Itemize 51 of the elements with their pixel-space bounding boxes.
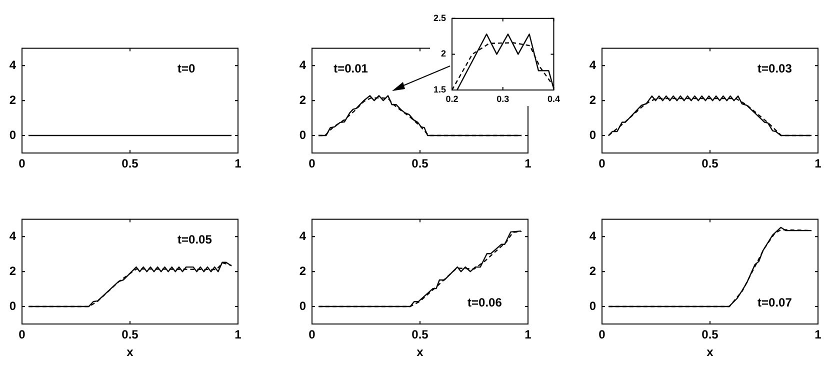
x-axis-title: x	[706, 345, 714, 360]
x-tick-label: 0	[598, 328, 606, 342]
x-tick-label: 1	[234, 156, 242, 171]
x-tick-label: 0.5	[702, 156, 719, 171]
y-tick-label: 1.5	[433, 84, 446, 94]
y-tick-label: 4	[589, 228, 596, 243]
y-tick-label: 0	[9, 298, 16, 313]
y-tick-label: 2	[9, 92, 16, 107]
annotation: t=0.05	[178, 232, 212, 246]
x-axis-title: x	[126, 345, 134, 360]
annotation: t=0	[178, 61, 196, 76]
annotation: t=0.06	[468, 295, 502, 310]
x-tick-label: 0	[308, 156, 316, 171]
x-tick-label: 0.5	[122, 328, 139, 342]
y-tick-label: 2	[299, 264, 306, 278]
x-tick-label: 0.3	[496, 94, 510, 104]
x-tick-label: 0.5	[122, 156, 139, 171]
y-tick-label: 2	[589, 264, 596, 278]
x-tick-label: 1	[524, 156, 532, 171]
x-tick-label: 0	[18, 156, 26, 171]
y-tick-label: 0	[299, 128, 306, 142]
x-tick-label: 1	[814, 328, 822, 342]
x-tick-label: 0.5	[412, 328, 429, 342]
y-tick-label: 2	[440, 48, 446, 59]
y-tick-label: 4	[299, 228, 306, 243]
annotation: t=0.07	[758, 295, 792, 310]
x-tick-label: 1	[814, 156, 822, 171]
x-tick-label: 0	[18, 328, 26, 342]
x-tick-label: 0.2	[446, 94, 458, 104]
y-tick-label: 4	[589, 58, 596, 72]
y-tick-label: 4	[299, 58, 306, 72]
y-tick-label: 0	[9, 128, 16, 142]
y-tick-label: 0	[589, 128, 596, 142]
x-tick-label: 0.5	[412, 156, 429, 171]
x-tick-label: 1	[234, 328, 242, 342]
y-tick-label: 4	[9, 228, 16, 243]
annotation: t=0.01	[334, 61, 368, 76]
y-tick-label: 0	[589, 298, 596, 313]
x-tick-label: 0.5	[702, 328, 719, 342]
x-tick-label: 0.4	[547, 94, 560, 104]
annotation: t=0.03	[758, 61, 792, 76]
y-tick-label: 0	[299, 298, 306, 313]
y-tick-label: 4	[9, 58, 16, 72]
x-tick-label: 0	[308, 328, 316, 342]
y-tick-label: 2	[299, 92, 306, 107]
x-axis-title: x	[416, 345, 424, 360]
y-tick-label: 2	[589, 92, 596, 107]
x-tick-label: 0	[598, 156, 606, 171]
y-tick-label: 2.5	[433, 12, 446, 23]
x-tick-label: 1	[524, 328, 532, 342]
y-tick-label: 2	[9, 264, 16, 278]
